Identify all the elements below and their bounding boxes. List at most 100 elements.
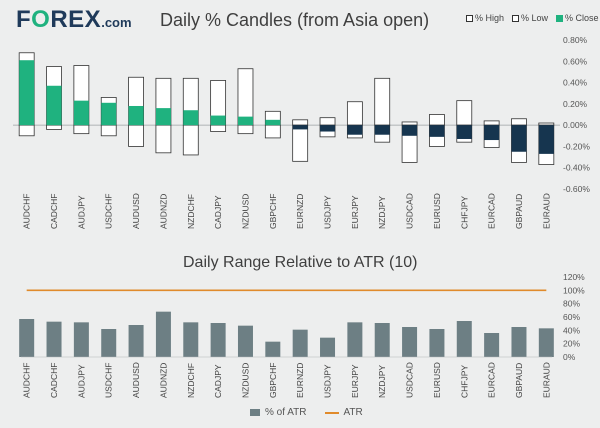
candles-ytick-label: -0.20%	[563, 141, 590, 151]
high-box-eurnzd	[292, 119, 309, 126]
close-bar-audusd	[128, 105, 144, 126]
low-box-nzdusd	[237, 124, 254, 135]
low-box-audnzd	[155, 124, 172, 154]
legend-high-swatch	[466, 14, 473, 22]
atr-category-label-usdcad: USDCAD	[405, 362, 415, 398]
atr-category-label-usdjpy: USDJPY	[323, 364, 333, 398]
candles-chart-title: Daily % Candles (from Asia open)	[160, 10, 430, 30]
atr-bar-audchf	[19, 319, 35, 357]
high-box-usdcad	[401, 121, 418, 126]
low-box-cadchf	[46, 124, 62, 130]
atr-bar-cadjpy	[210, 323, 226, 357]
atr-ytick-label: 120%	[563, 272, 585, 282]
logo-suffix: .com	[101, 15, 132, 30]
logo-text: FOREX	[16, 6, 102, 33]
legend-close-label: % Close	[565, 13, 599, 23]
close-bar-usdcad	[402, 125, 418, 136]
candles-category-label-audusd: AUDUSD	[131, 193, 141, 229]
atr-ytick-label: 40%	[563, 325, 580, 335]
atr-category-label-nzdusd: NZDUSD	[240, 363, 250, 398]
candles-category-label-gbpchf: GBPCHF	[268, 194, 278, 229]
high-box-eurjpy	[346, 101, 363, 126]
atr-ytick-label: 60%	[563, 312, 580, 322]
atr-bar-audnzd	[155, 311, 171, 357]
atr-bar-euraud	[538, 328, 554, 357]
legend-high-label: % High	[475, 13, 505, 23]
atr-bar-eurcad	[484, 333, 500, 357]
close-bar-gbpaud	[511, 125, 527, 152]
atr-bar-usdchf	[101, 329, 117, 357]
atr-bar-gbpaud	[511, 327, 527, 357]
atr-category-label-eurcad: EURCAD	[487, 362, 497, 398]
candles-category-label-usdcad: USDCAD	[405, 193, 415, 229]
forex-logo: FOREX.com	[16, 6, 132, 34]
legend-low: % Low	[512, 13, 548, 23]
high-box-eurusd	[429, 114, 445, 126]
atr-category-label-audnzd: AUDNZD	[158, 363, 168, 398]
legend-low-label: % Low	[521, 13, 549, 23]
atr-bar-eurnzd	[292, 329, 308, 357]
atr-category-label-audjpy: AUDJPY	[76, 364, 86, 398]
close-bar-eurjpy	[347, 125, 363, 135]
high-box-gbpaud	[511, 118, 527, 126]
low-box-usdchf	[100, 124, 117, 137]
close-bar-nzdchf	[183, 110, 199, 126]
candles-ytick-label: -0.60%	[563, 184, 590, 194]
candles-category-label-eurusd: EURUSD	[432, 193, 442, 229]
close-bar-chfjpy	[456, 125, 472, 139]
atr-ytick-label: 100%	[563, 285, 585, 295]
atr-category-label-cadchf: CADCHF	[49, 363, 59, 398]
candles-ytick-label: -0.40%	[563, 163, 590, 173]
legend-close: % Close	[556, 13, 599, 23]
close-bar-usdchf	[101, 102, 117, 126]
candles-category-label-eurnzd: EURNZD	[295, 194, 305, 229]
high-box-usdjpy	[319, 117, 336, 126]
candles-ytick-label: 0.80%	[563, 35, 588, 45]
legend-close-swatch	[556, 14, 564, 22]
atr-category-label-gbpaud: GBPAUD	[514, 363, 524, 398]
close-bar-cadjpy	[210, 115, 226, 126]
close-bar-audnzd	[155, 108, 171, 126]
atr-bar-usdjpy	[320, 337, 336, 357]
logo-accent-letter: O	[31, 6, 51, 33]
atr-bar-audjpy	[73, 322, 89, 357]
atr-category-label-eurjpy: EURJPY	[350, 364, 360, 398]
high-box-nzdjpy	[374, 77, 391, 126]
close-bar-cadchf	[46, 85, 62, 126]
legend-pct-atr-label: % of ATR	[265, 407, 307, 418]
close-bar-audchf	[19, 60, 35, 126]
close-bar-eurnzd	[292, 125, 308, 130]
candles-category-label-nzdusd: NZDUSD	[240, 194, 250, 229]
atr-category-label-gbpchf: GBPCHF	[268, 363, 278, 398]
candles-ytick-label: 0.60%	[563, 56, 588, 66]
candles-category-label-chfjpy: CHFJPY	[459, 196, 469, 229]
candles-category-label-eurcad: EURCAD	[487, 193, 497, 229]
close-bar-audjpy	[73, 100, 89, 126]
close-bar-nzdjpy	[374, 125, 390, 135]
close-bar-usdjpy	[320, 125, 336, 132]
candles-legend: % High % Low % Close	[466, 13, 599, 23]
legend-atr: ATR	[324, 407, 363, 418]
atr-category-label-eurusd: EURUSD	[432, 362, 442, 398]
atr-category-label-audusd: AUDUSD	[131, 362, 141, 398]
candles-category-label-audnzd: AUDNZD	[158, 194, 168, 229]
candles-ytick-label: 0.00%	[563, 120, 588, 130]
atr-bar-cadchf	[46, 321, 62, 357]
atr-category-label-eurnzd: EURNZD	[295, 363, 305, 398]
atr-category-label-nzdjpy: NZDJPY	[377, 365, 387, 398]
candles-category-label-nzdjpy: NZDJPY	[377, 196, 387, 229]
atr-bar-nzdjpy	[374, 323, 390, 357]
candles-ytick-label: 0.40%	[563, 78, 588, 88]
atr-category-label-chfjpy: CHFJPY	[459, 365, 469, 398]
atr-ytick-label: 20%	[563, 339, 580, 349]
high-box-chfjpy	[456, 100, 473, 126]
legend-pct-atr: % of ATR	[250, 407, 307, 418]
atr-category-label-usdchf: USDCHF	[104, 363, 114, 398]
close-bar-nzdusd	[237, 116, 253, 126]
atr-ytick-label: 0%	[563, 352, 576, 362]
atr-category-label-cadjpy: CADJPY	[213, 364, 223, 398]
atr-bar-nzdchf	[183, 322, 199, 357]
legend-pct-atr-swatch	[250, 409, 260, 416]
close-bar-euraud	[538, 125, 554, 154]
